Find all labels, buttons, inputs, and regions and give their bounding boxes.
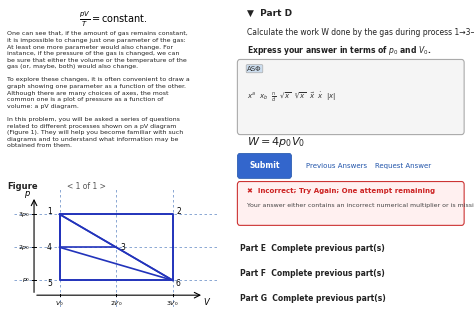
Text: Part G  Complete previous part(s): Part G Complete previous part(s) [240, 294, 385, 303]
Text: $3p_0$: $3p_0$ [18, 210, 30, 219]
Text: $V_0$: $V_0$ [55, 300, 64, 308]
FancyBboxPatch shape [237, 59, 464, 135]
Text: 2: 2 [176, 207, 181, 216]
Text: $2p_0$: $2p_0$ [18, 243, 30, 252]
Text: ✖  Incorrect; Try Again; One attempt remaining: ✖ Incorrect; Try Again; One attempt rema… [247, 188, 435, 194]
FancyBboxPatch shape [237, 153, 292, 178]
Text: Part E  Complete previous part(s): Part E Complete previous part(s) [240, 244, 384, 253]
Text: $W = 4p_0V_0$: $W = 4p_0V_0$ [247, 135, 305, 149]
Text: $2V_0$: $2V_0$ [110, 300, 122, 308]
Text: ▼  Part D: ▼ Part D [247, 9, 292, 18]
Text: 4: 4 [47, 243, 52, 252]
Text: Calculate the work W done by the gas during process 1→3→6.: Calculate the work W done by the gas dur… [247, 28, 474, 37]
Text: Submit: Submit [249, 162, 280, 170]
Text: 3: 3 [120, 243, 125, 252]
Text: 1: 1 [47, 207, 52, 216]
Text: p: p [24, 189, 29, 198]
Text: 5: 5 [47, 279, 52, 288]
Text: Previous Answers: Previous Answers [306, 163, 367, 169]
Text: Your answer either contains an incorrect numerical multiplier or is missing one.: Your answer either contains an incorrect… [247, 203, 474, 208]
Text: $3V_0$: $3V_0$ [166, 300, 179, 308]
Text: $\frac{pV}{T} = \mathrm{constant}.$: $\frac{pV}{T} = \mathrm{constant}.$ [80, 9, 148, 29]
Text: V: V [204, 298, 210, 307]
Text: < 1 of 1 >: < 1 of 1 > [67, 182, 106, 191]
Text: One can see that, if the amount of gas remains constant,
it is impossible to cha: One can see that, if the amount of gas r… [7, 31, 190, 148]
Text: Request Answer: Request Answer [375, 163, 431, 169]
Text: Part F  Complete previous part(s): Part F Complete previous part(s) [240, 269, 384, 278]
Text: $x^a$  $x_b$  $\frac{n}{d}$  $\sqrt{x}$  $\sqrt[n]{x}$  $\vec{x}$  $\dot{x}$  $|: $x^a$ $x_b$ $\frac{n}{d}$ $\sqrt{x}$ $\s… [247, 91, 337, 104]
Text: $p_0$: $p_0$ [22, 276, 30, 284]
Text: Express your answer in terms of $p_0$ and $V_0$.: Express your answer in terms of $p_0$ an… [247, 44, 432, 57]
Text: ASΦ: ASΦ [247, 66, 262, 72]
Text: Figure: Figure [7, 182, 37, 191]
Text: 6: 6 [176, 279, 181, 288]
FancyBboxPatch shape [237, 182, 464, 225]
